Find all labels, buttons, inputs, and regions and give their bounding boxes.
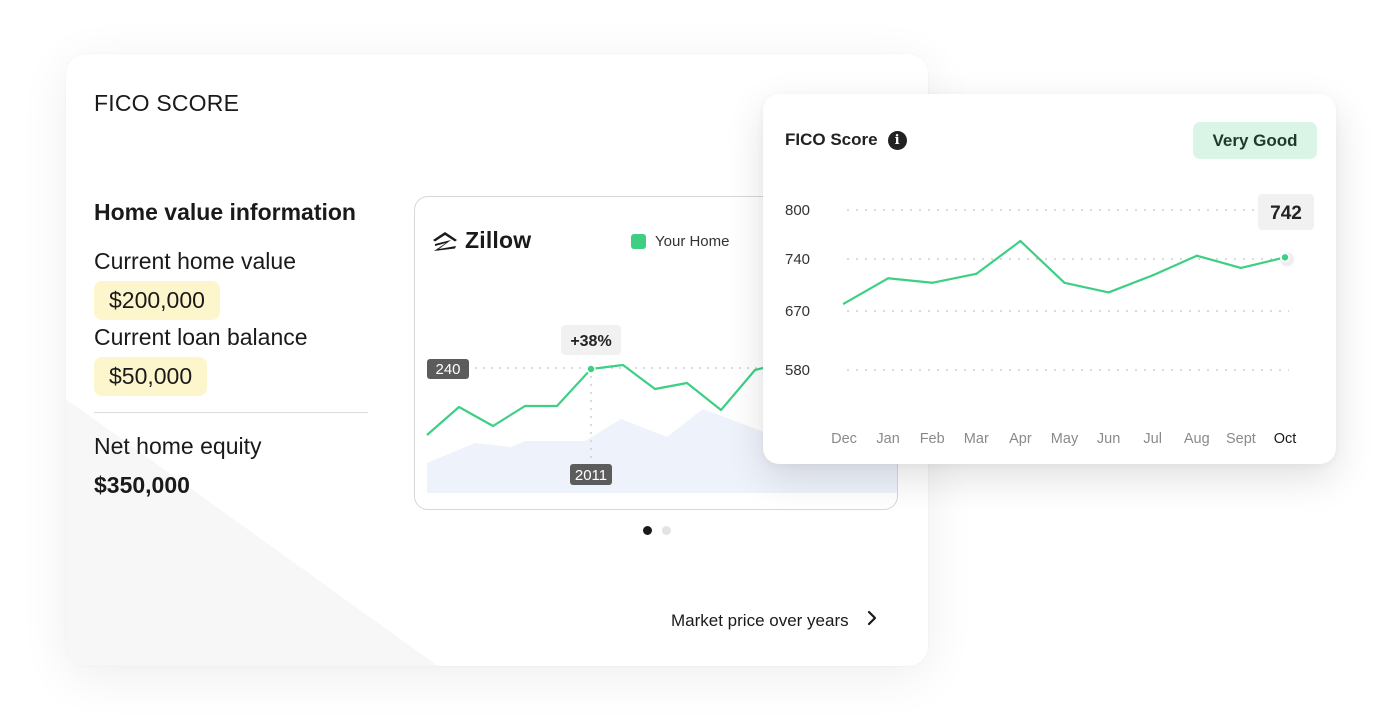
data-point (931, 281, 934, 284)
x-tick-label: Jan (876, 431, 899, 447)
data-point (1151, 274, 1154, 277)
y-marker-bg (427, 359, 469, 379)
x-tick-label: Feb (920, 431, 945, 447)
y-tick-label: 670 (785, 303, 810, 320)
current-home-value: $200,000 (94, 281, 220, 320)
zillow-logo-icon (433, 231, 457, 251)
highlight-point[interactable] (586, 364, 596, 374)
x-tick-label: Jul (1143, 431, 1162, 447)
zillow-chart: +38% 240 2011 (426, 325, 897, 493)
x-marker-bg (570, 464, 612, 485)
fico-chart-header: FICO Score i (785, 130, 907, 150)
zillow-logo: Zillow (431, 227, 531, 254)
market-price-link[interactable]: Market price over years (671, 610, 877, 631)
x-tick-label: Apr (1009, 431, 1032, 447)
data-point (1019, 239, 1022, 243)
x-marker-label: 2011 (575, 467, 607, 484)
change-tooltip-bg (561, 325, 621, 355)
rating-badge: Very Good (1193, 122, 1317, 159)
chart-x-axis: Dec Jan Feb Mar Apr May Jun Jul Aug Sept Oct (831, 431, 1296, 447)
fico-series-line (843, 239, 1286, 305)
x-tick-label: Sept (1226, 431, 1256, 447)
legend-swatch (631, 234, 646, 249)
net-home-equity-value: $350,000 (94, 472, 190, 498)
chart-y-axis: 800 740 670 580 (785, 202, 810, 379)
current-home-value-label: Current home value (94, 248, 296, 274)
y-tick-label: 740 (785, 251, 810, 268)
home-value-section: Home value information Current home valu… (94, 199, 368, 499)
market-price-link-label: Market price over years (671, 610, 849, 630)
x-tick-label: Oct (1274, 431, 1297, 447)
section-divider (94, 412, 368, 413)
data-point (1063, 281, 1066, 284)
score-tooltip-bg (1258, 194, 1314, 230)
data-point (1107, 291, 1110, 294)
net-home-equity-label: Net home equity (94, 433, 262, 459)
info-icon[interactable]: i (887, 130, 907, 150)
y-tick-label: 580 (785, 362, 810, 379)
x-tick-label: Mar (964, 431, 989, 447)
fico-highlight: 742 (1258, 194, 1314, 267)
x-tick-label: Dec (831, 431, 857, 447)
fico-line-chart: 800 740 670 580 Dec Jan Feb Mar Apr May Jun Jul Aug… (785, 194, 1314, 447)
carousel-dots (643, 526, 671, 535)
legend-your-home-label: Your Home (655, 233, 730, 250)
fico-series-points (842, 239, 1287, 305)
card-title: FICO SCORE (94, 90, 240, 116)
zillow-brand-name: Zillow (465, 227, 532, 253)
data-point (1239, 266, 1243, 270)
fico-score-chart-card[interactable]: FICO Score i Very Good 800 740 670 580 Dec J… (763, 94, 1336, 464)
highlight-point[interactable] (1280, 252, 1290, 263)
home-value-area (427, 409, 897, 493)
x-tick-label: May (1051, 431, 1079, 447)
data-point (842, 302, 846, 305)
x-tick-label: Aug (1184, 431, 1210, 447)
chevron-right-icon (867, 610, 877, 631)
legend-your-home: Your Home (631, 233, 730, 250)
fico-chart-title: FICO Score (785, 130, 878, 149)
data-point (1195, 254, 1198, 257)
current-loan-balance-label: Current loan balance (94, 324, 308, 350)
data-point (975, 272, 978, 276)
carousel-dot-2[interactable] (662, 526, 671, 535)
x-tick-label: Jun (1097, 431, 1120, 447)
y-marker-label: 240 (435, 361, 460, 378)
chart-gridlines (847, 209, 1289, 371)
carousel-dot-1[interactable] (643, 526, 652, 535)
current-loan-balance: $50,000 (94, 357, 208, 396)
home-value-heading: Home value information (94, 199, 356, 225)
home-value-line (426, 360, 897, 436)
card-background-shape (66, 399, 438, 666)
y-tick-label: 800 (785, 202, 810, 219)
data-point (886, 277, 890, 280)
score-tooltip-label: 742 (1270, 203, 1302, 224)
change-tooltip: +38% (570, 333, 611, 350)
